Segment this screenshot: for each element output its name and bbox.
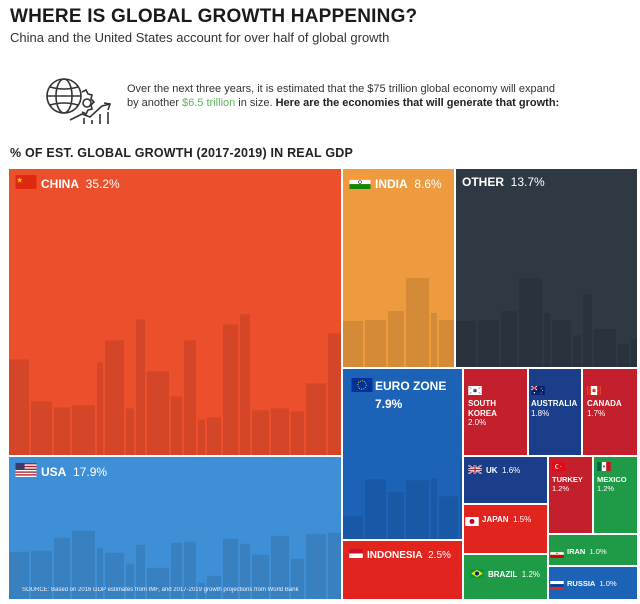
tile-value-label: 1.8% <box>531 408 550 418</box>
tile-value-label: 1.6% <box>502 466 521 475</box>
turkey-flag-icon <box>552 458 566 476</box>
growth-treemap: CHINA 35.2% USA 17.9% INDIA 8.6% OTHER 13.7… <box>8 168 638 600</box>
treemap-tile-brazil: BRAZIL 1.2% <box>463 554 548 600</box>
treemap-tile-russia: RUSSIA 1.0% <box>548 566 638 600</box>
treemap-tile-japan: JAPAN 1.5% <box>463 504 548 554</box>
tile-value-label: 1.2% <box>521 570 541 579</box>
india-flag-icon <box>349 175 371 192</box>
treemap-tile-usa: USA 17.9% <box>8 456 342 600</box>
mexico-flag-icon <box>597 458 611 476</box>
tile-name-label: CANADA <box>587 399 622 408</box>
intro-text: Over the next three years, it is estimat… <box>127 82 607 110</box>
iran-flag-icon <box>550 545 564 563</box>
japan-flag-icon <box>465 513 479 531</box>
tile-name-label: USA <box>41 464 67 479</box>
tile-name-label: EURO ZONE <box>375 379 447 393</box>
treemap-tile-other: OTHER 13.7% <box>455 168 638 368</box>
treemap-tile-canada: CANADA 1.7% <box>582 368 638 456</box>
chart-section-title: % OF EST. GLOBAL GROWTH (2017-2019) IN R… <box>10 146 354 160</box>
globe-growth-icon <box>46 78 112 124</box>
source-note: SOURCE: Based on 2016 GDP estimates from… <box>22 587 299 593</box>
tile-value-label: 1.2% <box>552 484 570 493</box>
tile-name-label: MEXICO <box>597 475 627 484</box>
australia-flag-icon <box>530 382 545 400</box>
tile-name-label: TURKEY <box>552 475 583 484</box>
tile-value-label: 8.6% <box>414 176 442 191</box>
treemap-tile-mexico: MEXICO 1.2% <box>593 456 638 534</box>
treemap-tile-turkey: TURKEY 1.2% <box>548 456 593 534</box>
brazil-flag-icon <box>470 569 484 580</box>
tile-value-label: 1.2% <box>597 484 615 493</box>
treemap-tile-australia: AUSTRALIA 1.8% <box>528 368 582 456</box>
skyline-decoration <box>456 278 637 367</box>
uk-flag-icon <box>467 464 483 476</box>
tile-value-label: 35.2% <box>85 176 120 191</box>
treemap-tile-indonesia: INDONESIA 2.5% <box>342 540 463 600</box>
tile-value-label: 2.5% <box>428 549 451 561</box>
indonesia-flag-icon <box>349 549 363 561</box>
treemap-tile-uk: UK 1.6% <box>463 456 548 504</box>
treemap-tile-euro-zone: EURO ZONE 7.9% <box>342 368 463 540</box>
tile-value-label: 1.0% <box>589 547 607 556</box>
korea-flag-icon <box>468 382 482 400</box>
intro-highlight-value: $6.5 trillion <box>182 97 236 109</box>
treemap-tile-china: CHINA 35.2% <box>8 168 342 456</box>
treemap-tile-india: INDIA 8.6% <box>342 168 455 368</box>
eu-flag-icon <box>351 378 373 397</box>
tile-name-label: AUSTRALIA <box>531 399 578 408</box>
tile-value-label: 1.5% <box>512 515 532 524</box>
tile-name-label: IRAN <box>567 547 586 556</box>
skyline-decoration <box>9 314 341 455</box>
page-subtitle: China and the United States account for … <box>10 30 390 45</box>
page-title: WHERE IS GLOBAL GROWTH HAPPENING? <box>10 6 418 27</box>
intro-line1: Over the next three years, it is estimat… <box>127 83 556 95</box>
skyline-decoration <box>9 530 341 599</box>
tile-value-label: 7.9% <box>375 397 403 412</box>
tile-name-label: BRAZIL <box>488 570 518 579</box>
treemap-tile-iran: IRAN 1.0% <box>548 534 638 566</box>
tile-value-label: 13.7% <box>510 175 545 189</box>
intro-line2-prefix: by another <box>127 97 183 109</box>
skyline-decoration <box>343 278 454 367</box>
tile-value-label: 1.0% <box>599 579 617 588</box>
russia-flag-icon <box>550 577 564 595</box>
tile-value-label: 2.0% <box>468 418 487 428</box>
tile-name-label: JAPAN <box>482 515 509 524</box>
intro-line2-bold: Here are the economies that will generat… <box>275 97 560 109</box>
skyline-decoration <box>343 459 462 539</box>
tile-value-label: 17.9% <box>73 464 108 479</box>
tile-name-label: INDONESIA <box>367 549 423 561</box>
tile-name-label: UK <box>486 466 498 475</box>
tile-name-label: INDIA <box>375 176 408 191</box>
tile-name-label: RUSSIA <box>567 579 596 588</box>
tile-name-label: SOUTH KOREA <box>468 399 497 418</box>
usa-flag-icon <box>15 463 37 480</box>
treemap-tile-south-korea: SOUTH KOREA 2.0% <box>463 368 528 456</box>
intro-line2-mid: in size. <box>235 97 276 109</box>
tile-value-label: 1.7% <box>587 408 606 418</box>
canada-flag-icon <box>587 382 601 400</box>
tile-name-label: CHINA <box>41 176 79 191</box>
tile-name-label: OTHER <box>462 175 504 189</box>
china-flag-icon <box>15 175 37 192</box>
